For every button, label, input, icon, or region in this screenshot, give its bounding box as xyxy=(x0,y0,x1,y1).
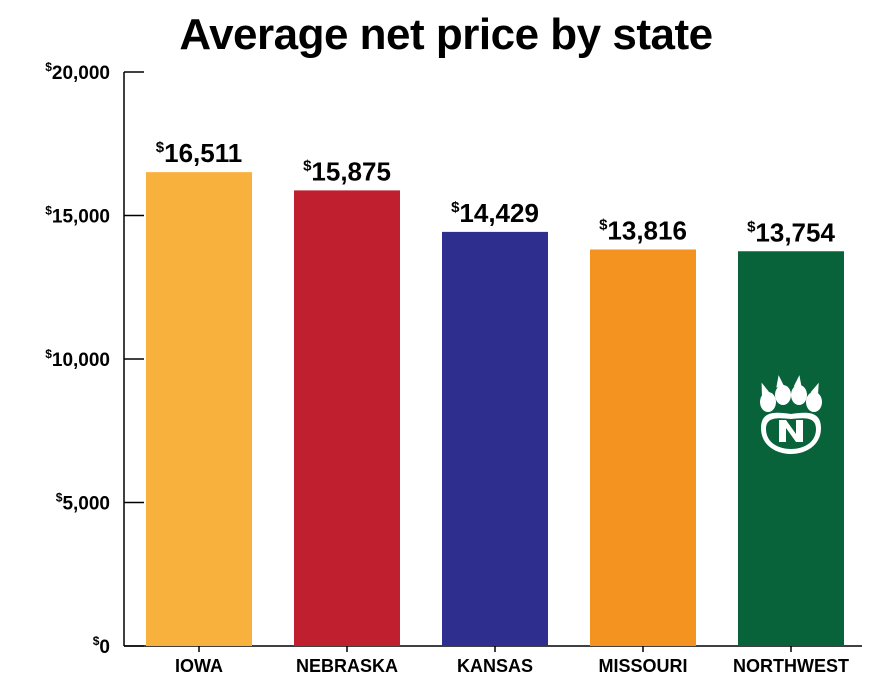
x-tick-label: NEBRASKA xyxy=(296,656,398,676)
x-tick-label: MISSOURI xyxy=(598,656,687,676)
y-tick-label: $15,000 xyxy=(45,204,110,228)
paw-logo-icon xyxy=(760,375,822,454)
x-tick-label: NORTHWEST xyxy=(733,656,849,676)
y-tick-label: $0 xyxy=(93,634,110,658)
x-tick-label: IOWA xyxy=(175,656,223,676)
y-tick-label: $5,000 xyxy=(56,491,110,515)
data-label: $13,754 xyxy=(747,217,835,247)
bars xyxy=(146,172,844,647)
x-tick-label: KANSAS xyxy=(457,656,533,676)
bar-nebraska xyxy=(294,190,400,646)
y-tick-label: $20,000 xyxy=(45,60,110,84)
chart-title: Average net price by state xyxy=(179,10,713,59)
data-label: $14,429 xyxy=(451,198,539,228)
bar-kansas xyxy=(442,231,548,646)
bar-missouri xyxy=(590,249,696,646)
bar-iowa xyxy=(146,172,252,647)
labels: $0 $5,000 $10,000 $15,000 $20,000 IOWA $16,511… xyxy=(45,60,849,676)
y-tick-label: $10,000 xyxy=(45,347,110,371)
data-label: $15,875 xyxy=(303,156,391,186)
data-label: $13,816 xyxy=(599,215,687,245)
data-label: $16,511 xyxy=(156,138,242,168)
